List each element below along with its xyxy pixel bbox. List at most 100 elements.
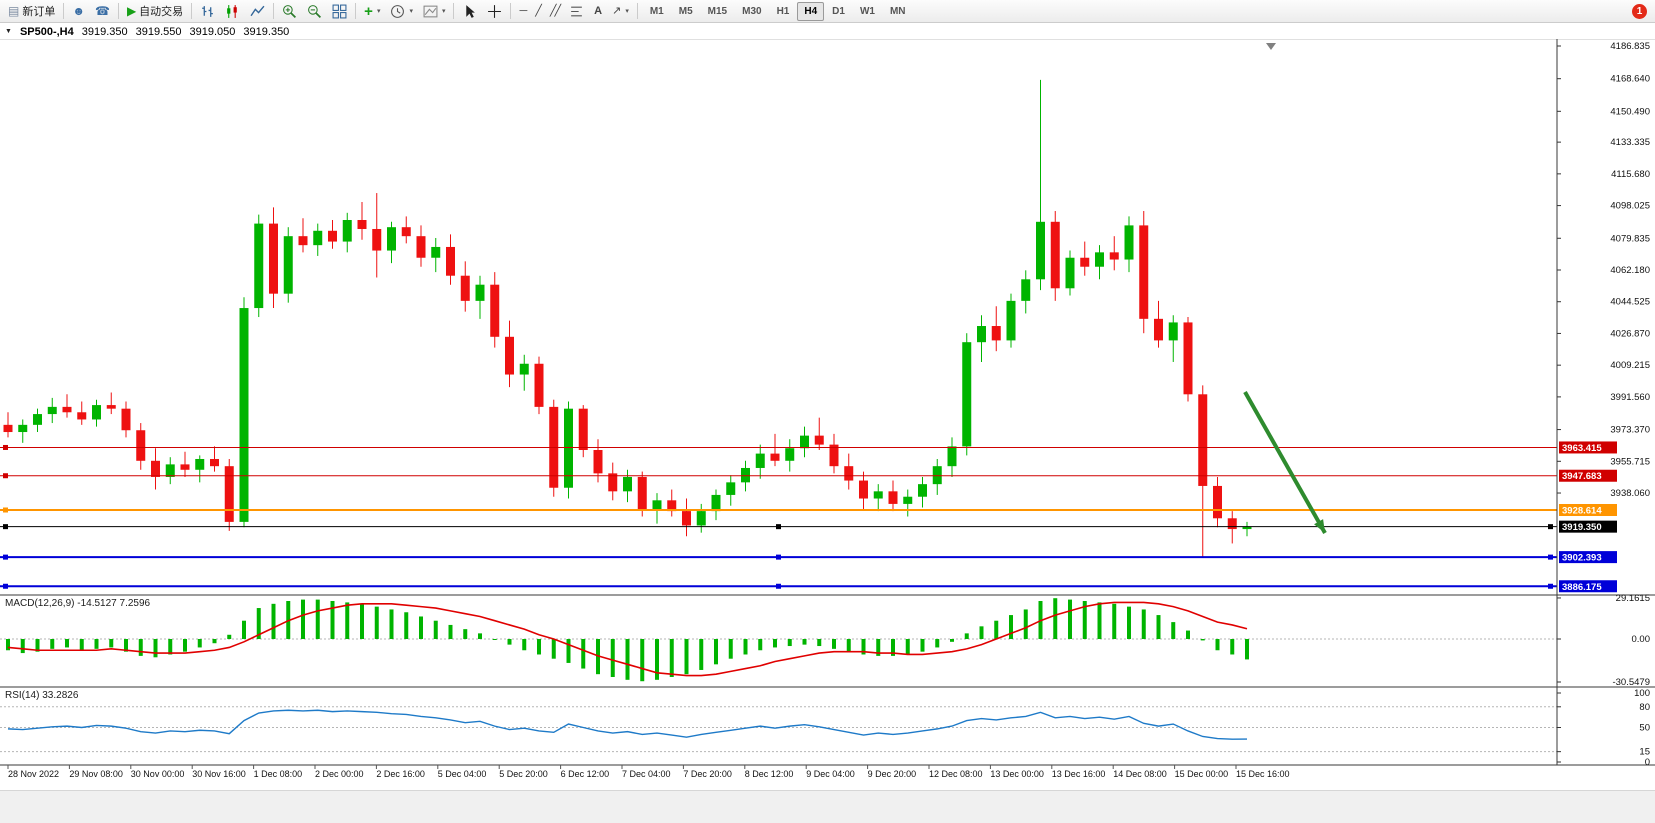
svg-text:7 Dec 04:00: 7 Dec 04:00 <box>622 769 671 779</box>
cursor-tool-button[interactable] <box>457 2 482 21</box>
toolbar-separator <box>273 3 275 19</box>
channel-tool-button[interactable]: ╱╱ <box>545 2 564 21</box>
svg-text:28 Nov 2022: 28 Nov 2022 <box>8 769 59 779</box>
candlestick-mode-button[interactable] <box>220 2 245 21</box>
one-click-trading-toggle[interactable]: ▼ <box>5 28 12 35</box>
drawn-arrow[interactable] <box>1243 391 1327 534</box>
svg-text:15 Dec 16:00: 15 Dec 16:00 <box>1236 769 1290 779</box>
timeframe-button-m5[interactable]: M5 <box>672 2 700 21</box>
indicators-button[interactable]: + ▾ <box>359 2 385 21</box>
chevron-down-icon: ▾ <box>625 8 629 15</box>
templates-button[interactable]: ▾ <box>418 2 451 21</box>
candlestick-icon <box>227 4 237 18</box>
timeframe-button-mn[interactable]: MN <box>883 2 913 21</box>
macd-values: -14.5127 7.2596 <box>77 598 151 609</box>
new-order-button[interactable]: ▤ 新订单 <box>3 2 60 21</box>
new-order-icon: ▤ <box>8 4 20 18</box>
autotrading-button[interactable]: ▶ 自动交易 <box>122 2 188 21</box>
timeframe-button-m1[interactable]: M1 <box>643 2 671 21</box>
macd-name: MACD(12,26,9) <box>5 598 75 609</box>
timeframe-button-m30[interactable]: M30 <box>735 2 768 21</box>
price-tag <box>1559 469 1617 482</box>
price-tags: 3963.415 3947.683 3928.614 3919.350 3902.393… <box>1559 441 1617 593</box>
svg-text:15 Dec 00:00: 15 Dec 00:00 <box>1175 769 1229 779</box>
svg-text:8 Dec 12:00: 8 Dec 12:00 <box>745 769 794 779</box>
macd-histogram <box>6 598 1249 682</box>
toolbar-separator <box>355 3 357 19</box>
chart-canvas[interactable]: 4186.835 4168.640 4150.490 4133.335 4115.680… <box>0 39 1655 790</box>
toolbar-separator <box>63 3 65 19</box>
svg-text:3955.715: 3955.715 <box>1610 456 1650 467</box>
timeframe-button-w1[interactable]: W1 <box>853 2 882 21</box>
svg-text:3902.393: 3902.393 <box>1562 553 1602 564</box>
profile-icon: ☻ <box>72 4 85 18</box>
cursor-icon <box>466 4 476 18</box>
candlestick-series[interactable] <box>3 79 1252 558</box>
chart-symbol-period: SP500-,H4 <box>19 25 74 38</box>
svg-text:4133.335: 4133.335 <box>1610 137 1650 148</box>
support-button[interactable]: ☎ <box>90 2 115 21</box>
toolbar-separator <box>636 3 638 19</box>
tile-windows-button[interactable] <box>327 2 352 21</box>
rsi-name: RSI(14) <box>5 690 40 701</box>
svg-text:30 Nov 00:00: 30 Nov 00:00 <box>131 769 185 779</box>
toolbar-separator <box>510 3 512 19</box>
zoom-in-button[interactable] <box>277 2 302 21</box>
macd-signal-line <box>7 601 1248 677</box>
svg-text:3963.415: 3963.415 <box>1562 443 1602 454</box>
timeframe-button-d1[interactable]: D1 <box>825 2 852 21</box>
svg-text:29.1615: 29.1615 <box>1616 593 1650 604</box>
line-chart-icon <box>250 5 265 16</box>
add-indicator-icon: + <box>364 2 373 20</box>
svg-text:80: 80 <box>1639 702 1650 713</box>
toolbar-separator <box>453 3 455 19</box>
bar-chart-icon <box>202 5 214 17</box>
headset-icon: ☎ <box>94 4 110 18</box>
timeframe-button-h4[interactable]: H4 <box>797 1 825 21</box>
template-icon <box>423 5 438 17</box>
notification-badge[interactable]: 1 <box>1632 3 1647 19</box>
svg-text:50: 50 <box>1639 723 1650 734</box>
svg-text:14 Dec 08:00: 14 Dec 08:00 <box>1113 769 1167 779</box>
fibonacci-tool-button[interactable] <box>564 2 589 21</box>
svg-text:29 Nov 08:00: 29 Nov 08:00 <box>69 769 123 779</box>
svg-text:3938.060: 3938.060 <box>1610 488 1650 499</box>
svg-text:4115.680: 4115.680 <box>1611 169 1650 180</box>
periods-button[interactable]: ▾ <box>385 2 418 21</box>
price-axis[interactable]: 4186.835 4168.640 4150.490 4133.335 4115.680… <box>1557 41 1650 768</box>
arrows-tool-button[interactable]: ↗ ▾ <box>607 2 634 21</box>
zoom-out-button[interactable] <box>302 2 327 21</box>
trendline-tool-button[interactable]: ╱ <box>530 2 545 21</box>
macd-indicator-label: MACD(12,26,9) -14.5127 7.2596 <box>5 598 150 609</box>
bar-chart-mode-button[interactable] <box>195 2 220 21</box>
svg-text:1 Dec 08:00: 1 Dec 08:00 <box>254 769 303 779</box>
clock-icon <box>391 4 405 18</box>
zoom-in-icon <box>283 4 297 18</box>
svg-text:0.00: 0.00 <box>1632 634 1651 645</box>
ohlc-low: 3919.050 <box>189 25 236 38</box>
new-order-label: 新订单 <box>22 6 56 18</box>
svg-text:9 Dec 20:00: 9 Dec 20:00 <box>868 769 917 779</box>
horizontal-line-objects[interactable] <box>0 444 1557 589</box>
autotrading-icon: ▶ <box>126 4 137 18</box>
toolbar-separator <box>191 3 193 19</box>
trendline-icon: ╱ <box>535 4 541 17</box>
horizontal-line-tool-button[interactable]: ─ <box>514 2 530 21</box>
timeframe-button-h1[interactable]: H1 <box>770 2 797 21</box>
status-strip <box>0 790 1655 823</box>
svg-text:4079.835: 4079.835 <box>1610 233 1650 244</box>
svg-text:4044.525: 4044.525 <box>1610 297 1650 308</box>
crosshair-icon <box>488 4 502 18</box>
profile-button[interactable]: ☻ <box>67 2 90 21</box>
chart-shift-marker[interactable] <box>1266 43 1276 50</box>
line-chart-mode-button[interactable] <box>245 2 270 21</box>
arrows-icon: ↗ <box>612 4 622 17</box>
text-tool-button[interactable]: A <box>589 2 607 21</box>
time-axis[interactable]: 28 Nov 2022 29 Nov 08:00 30 Nov 00:00 30 No… <box>7 765 1290 779</box>
svg-text:2 Dec 00:00: 2 Dec 00:00 <box>315 769 364 779</box>
crosshair-tool-button[interactable] <box>482 2 507 21</box>
drawn-arrow-head[interactable] <box>1314 519 1325 533</box>
chevron-down-icon: ▾ <box>441 8 446 15</box>
tile-windows-icon <box>332 4 347 18</box>
timeframe-button-m15[interactable]: M15 <box>701 2 734 21</box>
